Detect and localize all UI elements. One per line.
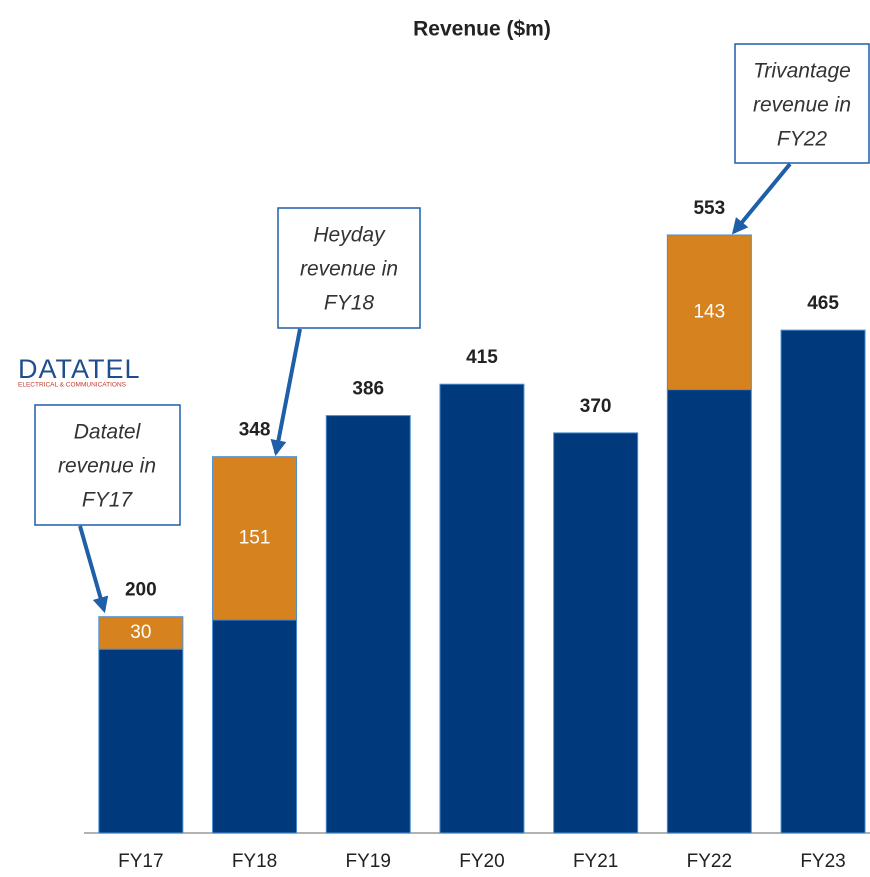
callout-text: FY18 — [324, 292, 375, 315]
callout-box — [277, 207, 421, 329]
bar-segment — [439, 383, 525, 834]
bar-segment — [666, 234, 752, 391]
callout-text: Datatel — [74, 421, 142, 444]
callout-text: revenue in — [300, 258, 398, 281]
arrow — [78, 525, 109, 614]
arrow — [270, 328, 302, 457]
total-label: 386 — [352, 379, 384, 400]
x-tick-label: FY19 — [346, 851, 391, 872]
bar-segment — [212, 456, 298, 621]
callout-text: revenue in — [753, 94, 851, 117]
segment-label: 143 — [693, 301, 725, 322]
bar-segment — [666, 389, 752, 834]
x-tick-label: FY23 — [800, 851, 845, 872]
x-tick-label: FY20 — [459, 851, 504, 872]
total-label: 370 — [580, 396, 612, 417]
callout-text: revenue in — [58, 455, 156, 478]
callout-text: FY22 — [777, 128, 828, 151]
bar-segment — [212, 619, 298, 834]
total-label: 348 — [239, 420, 271, 441]
segment-label: 151 — [239, 527, 271, 548]
callout-box — [734, 43, 870, 164]
x-tick-label: FY21 — [573, 851, 618, 872]
callouts — [34, 43, 870, 614]
callout-text: FY17 — [82, 489, 134, 512]
total-label: 415 — [466, 347, 498, 368]
logo-name: DATATEL — [18, 354, 141, 384]
bar-segment — [98, 616, 184, 650]
bar-segment — [780, 329, 866, 834]
arrow — [731, 162, 792, 235]
logo-tagline: ELECTRICAL & COMMUNICATIONS — [18, 382, 127, 389]
callout-text: Heyday — [313, 224, 386, 247]
bar-segment — [553, 432, 639, 834]
x-tick-label: FY17 — [118, 851, 163, 872]
bar-segment — [325, 415, 411, 834]
x-tick-label: FY22 — [687, 851, 732, 872]
total-label: 465 — [807, 293, 839, 314]
total-label: 200 — [125, 580, 157, 601]
chart-title: Revenue ($m) — [413, 18, 551, 41]
segment-label: 30 — [130, 622, 151, 643]
callout-box — [34, 404, 181, 526]
total-label: 553 — [693, 198, 725, 219]
callout-text: Trivantage — [753, 60, 851, 83]
x-tick-label: FY18 — [232, 851, 277, 872]
bar-segment — [98, 648, 184, 834]
